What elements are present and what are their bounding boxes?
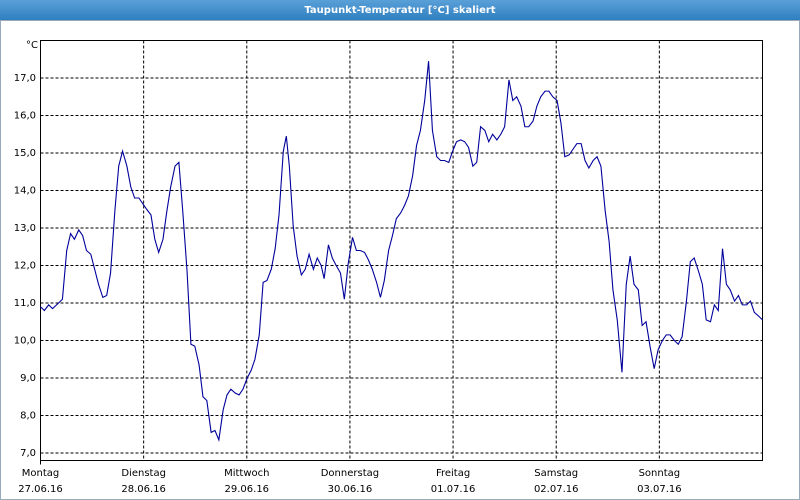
- x-tick-date: 03.07.16: [637, 484, 682, 495]
- x-tick-day: Dienstag: [121, 468, 166, 479]
- x-tick-date: 27.06.16: [18, 484, 63, 495]
- x-tick-date: 29.06.16: [225, 484, 270, 495]
- data-line: [40, 61, 763, 442]
- y-tick-label: 13,0: [14, 223, 36, 234]
- x-tick-day: Sonntag: [639, 468, 681, 479]
- title-bar: [0, 0, 800, 20]
- y-tick-label: 16,0: [14, 111, 36, 122]
- plot-border: [40, 40, 763, 461]
- x-tick-date: 30.06.16: [328, 484, 373, 495]
- y-tick-label: 12,0: [14, 261, 36, 272]
- y-tick-label: 8,0: [20, 411, 36, 422]
- y-tick-label: 15,0: [14, 148, 36, 159]
- y-tick-label: 7,0: [20, 448, 36, 459]
- y-tick-label: 14,0: [14, 186, 36, 197]
- y-tick-label: 11,0: [14, 298, 36, 309]
- x-tick-day: Samstag: [534, 468, 578, 479]
- x-tick-date: 01.07.16: [431, 484, 476, 495]
- y-unit: °C: [26, 40, 38, 51]
- y-tick-label: 9,0: [20, 373, 36, 384]
- chart-title: Taupunkt-Temperatur [°C] skaliert: [304, 5, 495, 16]
- y-tick-label: 10,0: [14, 336, 36, 347]
- x-tick-day: Montag: [22, 468, 59, 479]
- x-tick-day: Freitag: [436, 468, 470, 479]
- x-tick-day: Mittwoch: [224, 468, 269, 479]
- chart-frame: [0, 20, 800, 500]
- x-tick-date: 02.07.16: [534, 484, 579, 495]
- x-tick-date: 28.06.16: [121, 484, 166, 495]
- y-tick-label: 17,0: [14, 73, 36, 84]
- x-tick-day: Donnerstag: [321, 468, 379, 479]
